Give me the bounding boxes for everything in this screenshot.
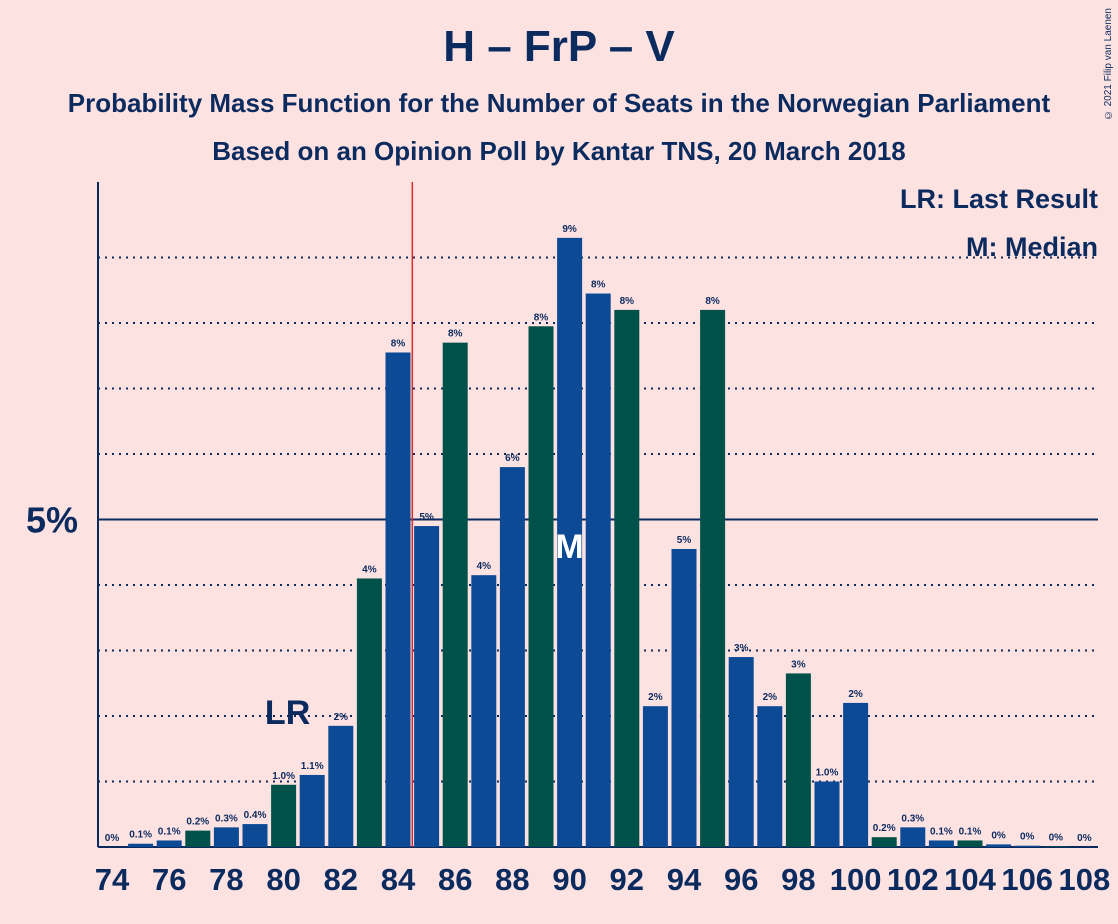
- data-label: 9%: [562, 224, 577, 235]
- x-tick-label: 76: [152, 862, 186, 897]
- bar: [843, 702, 869, 847]
- x-tick-label: 106: [1001, 862, 1053, 897]
- bar: [242, 824, 268, 847]
- x-tick-label: 108: [1059, 862, 1111, 897]
- data-label: 0.1%: [930, 826, 953, 837]
- chart-subtitle-2: Based on an Opinion Poll by Kantar TNS, …: [212, 136, 906, 166]
- bar: [757, 706, 783, 847]
- x-tick-label: 74: [95, 862, 130, 897]
- bar: [385, 352, 411, 847]
- data-label: 2%: [848, 689, 863, 700]
- bar: [700, 309, 726, 847]
- bar: [185, 830, 211, 847]
- bar: [614, 309, 640, 847]
- bar: [728, 657, 754, 847]
- data-label: 4%: [362, 564, 377, 575]
- data-label: 0%: [1049, 832, 1064, 843]
- x-tick-label: 104: [944, 862, 996, 897]
- bar: [414, 526, 440, 847]
- bar: [585, 293, 611, 847]
- data-label: 0.1%: [158, 826, 181, 837]
- data-label: 0.2%: [186, 817, 209, 828]
- x-tick-label: 90: [552, 862, 586, 897]
- bar: [957, 840, 983, 847]
- data-label: 6%: [505, 453, 520, 464]
- data-label: 1.1%: [301, 761, 324, 772]
- data-label: 0%: [105, 833, 120, 844]
- bar: [642, 706, 668, 847]
- x-tick-label: 100: [830, 862, 882, 897]
- bar: [814, 781, 840, 847]
- x-tick-label: 92: [610, 862, 644, 897]
- bar: [271, 784, 297, 847]
- data-label: 0%: [1077, 833, 1092, 844]
- x-tick-label: 80: [266, 862, 300, 897]
- data-label: 1.0%: [272, 771, 295, 782]
- data-label: 8%: [534, 312, 549, 323]
- data-label: 8%: [448, 329, 463, 340]
- data-label: 0.3%: [215, 813, 238, 824]
- data-label: 5%: [677, 535, 692, 546]
- legend-last-result: LR: Last Result: [899, 184, 1098, 214]
- bar: [471, 575, 497, 847]
- data-label: 0.4%: [244, 810, 267, 821]
- bar: [900, 827, 926, 847]
- data-label: 0%: [991, 830, 1006, 841]
- x-tick-label: 94: [667, 862, 702, 897]
- bar: [442, 342, 468, 847]
- bar: [128, 843, 154, 847]
- x-tick-label: 78: [209, 862, 243, 897]
- bar: [213, 827, 239, 847]
- chart-subtitle-1: Probability Mass Function for the Number…: [67, 88, 1051, 118]
- data-label: 3%: [791, 659, 806, 670]
- data-label: 1.0%: [816, 768, 839, 779]
- chart-title: H – FrP – V: [443, 22, 675, 71]
- data-label: 0%: [1020, 832, 1035, 843]
- bar: [528, 326, 554, 847]
- x-tick-label: 88: [495, 862, 529, 897]
- bar: [928, 840, 954, 847]
- bar: [1014, 845, 1040, 847]
- x-tick-label: 96: [724, 862, 758, 897]
- bar: [557, 237, 583, 848]
- data-label: 8%: [620, 296, 635, 307]
- x-tick-label: 84: [381, 862, 416, 897]
- x-tick-label: 98: [781, 862, 815, 897]
- bar: [356, 578, 382, 847]
- data-label: 8%: [391, 338, 406, 349]
- data-label: 0.1%: [129, 830, 152, 841]
- y-tick-label: 5%: [26, 500, 78, 541]
- x-tick-label: 86: [438, 862, 472, 897]
- bar: [499, 467, 525, 847]
- data-label: 3%: [734, 643, 749, 654]
- bar: [1043, 846, 1069, 847]
- last-result-marker: LR: [265, 694, 310, 732]
- bar: [328, 725, 354, 847]
- data-label: 8%: [705, 296, 720, 307]
- bar: [299, 774, 325, 847]
- data-label: 0.2%: [873, 823, 896, 834]
- data-label: 0.3%: [901, 813, 924, 824]
- data-label: 2%: [334, 712, 349, 723]
- data-label: 0.1%: [959, 826, 982, 837]
- bar: [785, 673, 811, 847]
- data-label: 2%: [648, 692, 663, 703]
- x-tick-label: 82: [324, 862, 358, 897]
- bar: [156, 840, 182, 847]
- data-label: 8%: [591, 280, 606, 291]
- data-label: 4%: [477, 561, 492, 572]
- median-marker: M: [555, 528, 583, 566]
- bar: [986, 844, 1012, 847]
- data-label: 2%: [763, 692, 778, 703]
- bar: [671, 548, 697, 847]
- x-tick-label: 102: [887, 862, 939, 897]
- data-label: 5%: [419, 512, 434, 523]
- bar: [871, 837, 897, 847]
